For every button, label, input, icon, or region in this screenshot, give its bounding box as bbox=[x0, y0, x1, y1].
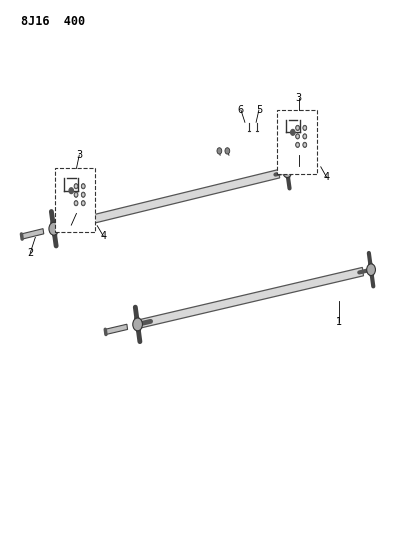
Circle shape bbox=[303, 143, 305, 147]
Circle shape bbox=[296, 143, 298, 147]
Bar bbox=[55, 168, 95, 232]
Text: 5: 5 bbox=[255, 105, 261, 115]
Text: 3: 3 bbox=[295, 93, 301, 103]
Circle shape bbox=[295, 142, 299, 148]
Circle shape bbox=[74, 183, 78, 189]
Circle shape bbox=[290, 130, 294, 135]
Circle shape bbox=[74, 200, 78, 206]
Bar bbox=[276, 110, 316, 174]
Circle shape bbox=[303, 135, 305, 138]
Circle shape bbox=[302, 134, 306, 139]
Text: 2: 2 bbox=[27, 248, 33, 259]
Circle shape bbox=[132, 318, 142, 331]
Circle shape bbox=[302, 125, 306, 131]
Circle shape bbox=[296, 126, 298, 130]
Circle shape bbox=[82, 184, 84, 188]
Circle shape bbox=[282, 166, 291, 177]
Circle shape bbox=[75, 184, 77, 188]
Circle shape bbox=[296, 135, 298, 138]
Text: 7: 7 bbox=[68, 220, 74, 230]
Circle shape bbox=[82, 201, 84, 205]
Circle shape bbox=[217, 148, 221, 154]
Text: 3: 3 bbox=[76, 150, 82, 160]
Circle shape bbox=[81, 192, 85, 197]
Circle shape bbox=[295, 125, 299, 131]
Circle shape bbox=[225, 148, 229, 154]
Circle shape bbox=[302, 142, 306, 148]
Circle shape bbox=[75, 193, 77, 196]
Text: 7: 7 bbox=[295, 161, 301, 171]
Circle shape bbox=[69, 188, 73, 193]
Circle shape bbox=[303, 126, 305, 130]
Circle shape bbox=[366, 264, 375, 276]
Polygon shape bbox=[105, 324, 127, 335]
Circle shape bbox=[49, 222, 59, 235]
Circle shape bbox=[75, 201, 77, 205]
Polygon shape bbox=[56, 169, 279, 232]
Circle shape bbox=[81, 183, 85, 189]
Text: 8J16  400: 8J16 400 bbox=[21, 14, 85, 28]
Text: 4: 4 bbox=[100, 231, 106, 241]
Circle shape bbox=[81, 200, 85, 206]
Circle shape bbox=[74, 192, 78, 197]
Text: 4: 4 bbox=[323, 172, 329, 182]
Text: 1: 1 bbox=[335, 317, 341, 327]
Circle shape bbox=[295, 134, 299, 139]
Polygon shape bbox=[140, 268, 363, 328]
Circle shape bbox=[82, 193, 84, 196]
Text: 6: 6 bbox=[237, 105, 243, 115]
Polygon shape bbox=[21, 229, 44, 239]
